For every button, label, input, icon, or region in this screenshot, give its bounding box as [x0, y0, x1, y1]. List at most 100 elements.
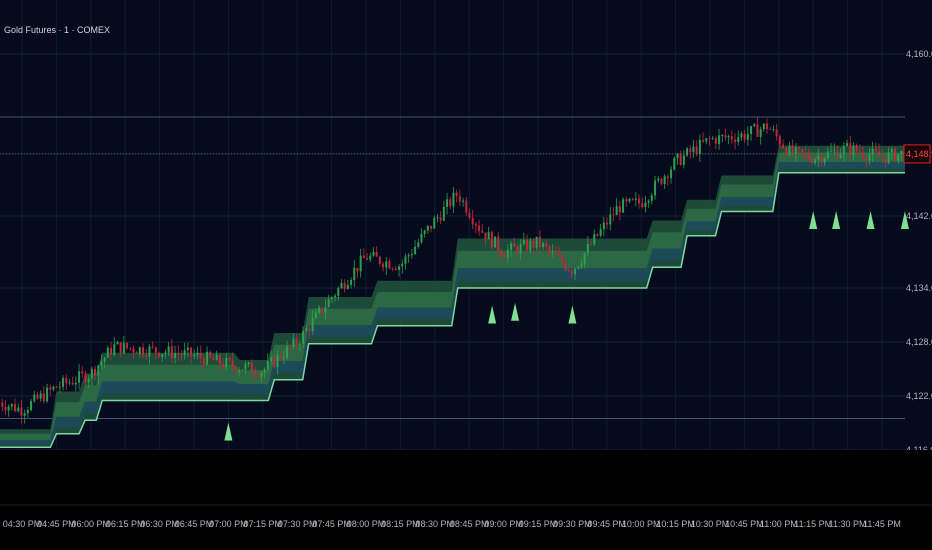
candle-up — [225, 358, 228, 367]
candle-down — [708, 138, 711, 140]
candle-up — [113, 344, 116, 355]
candle-up — [650, 195, 653, 201]
candle-up — [324, 307, 327, 313]
candle-down — [391, 268, 394, 270]
candle-up — [846, 143, 849, 147]
candle-up — [186, 347, 189, 351]
candle-up — [292, 338, 295, 347]
candle-up — [17, 407, 20, 412]
candle-down — [180, 354, 183, 356]
candle-down — [545, 243, 548, 247]
candle-down — [516, 246, 519, 254]
candle-up — [676, 153, 679, 159]
candle-up — [897, 154, 900, 162]
candle-down — [158, 352, 161, 357]
candle-up — [247, 362, 250, 365]
candle-up — [318, 307, 321, 313]
candle-down — [782, 144, 785, 149]
candle-up — [542, 243, 545, 248]
candle-up — [852, 145, 855, 155]
time-axis[interactable] — [0, 450, 932, 550]
candle-up — [535, 236, 538, 248]
time-tick-label: 10:30 PM — [691, 519, 730, 529]
price-tick-label: 4,128.0 — [906, 337, 932, 347]
candle-down — [458, 195, 461, 202]
buy-signal-icon — [568, 305, 577, 324]
candle-up — [772, 129, 775, 131]
candle-up — [868, 154, 871, 161]
candle-up — [577, 266, 580, 269]
candle-down — [689, 148, 692, 153]
candle-up — [599, 229, 602, 236]
band-fill-core — [0, 162, 905, 445]
horizontal-levels — [0, 116, 905, 419]
candle-down — [212, 357, 215, 361]
candle-up — [26, 410, 29, 414]
candle-down — [778, 136, 781, 145]
candle-up — [698, 139, 701, 155]
candle-up — [122, 342, 125, 354]
time-tick-label: 09:30 PM — [553, 519, 592, 529]
time-tick-label: 10:15 PM — [656, 519, 695, 529]
candle-down — [724, 135, 727, 138]
candle-down — [14, 404, 17, 412]
candle-up — [634, 198, 637, 200]
candle-up — [762, 123, 765, 130]
time-tick-label: 11:30 PM — [829, 519, 867, 529]
candle-down — [570, 270, 573, 275]
candle-down — [382, 263, 385, 268]
candle-up — [462, 200, 465, 202]
candle-down — [865, 157, 868, 161]
candle-up — [788, 145, 791, 156]
candle-down — [170, 346, 173, 359]
candle-up — [298, 343, 301, 345]
price-axis[interactable] — [905, 0, 932, 450]
candle-down — [110, 347, 113, 355]
last-price-box — [903, 144, 931, 164]
candle-down — [641, 203, 644, 208]
candle-down — [145, 355, 148, 357]
candle-up — [372, 251, 375, 256]
candle-down — [430, 225, 433, 229]
candle-down — [202, 358, 205, 365]
candle-down — [151, 346, 154, 348]
candle-up — [407, 255, 410, 257]
candle-up — [519, 243, 522, 254]
candle-down — [308, 328, 311, 332]
candle-down — [218, 354, 221, 364]
candle-up — [628, 198, 631, 202]
candle-down — [394, 268, 397, 270]
candle-up — [74, 382, 77, 385]
candle-down — [94, 368, 97, 376]
candle-down — [618, 206, 621, 213]
candle-up — [311, 318, 314, 332]
candle-down — [807, 153, 810, 159]
candle-up — [23, 413, 26, 416]
candle-up — [97, 365, 100, 376]
candle-up — [241, 369, 244, 371]
candle-up — [417, 242, 420, 247]
candle-up — [583, 253, 586, 264]
candle-down — [548, 246, 551, 252]
candle-up — [686, 148, 689, 156]
candle-down — [849, 143, 852, 155]
candle-down — [209, 351, 212, 358]
time-tick-label: 10:00 PM — [622, 519, 661, 529]
candle-up — [654, 180, 657, 196]
candle-up — [593, 234, 596, 245]
candle-down — [769, 129, 772, 130]
candle-up — [39, 393, 42, 399]
candle-up — [750, 126, 753, 135]
candle-up — [452, 192, 455, 207]
candle-up — [727, 136, 730, 138]
candle-up — [87, 378, 90, 383]
candle-down — [567, 269, 570, 271]
candle-down — [439, 217, 442, 221]
candle-down — [142, 347, 145, 356]
last-price-label: 4,148.9 — [906, 149, 932, 159]
candle-down — [804, 152, 807, 154]
candle-up — [337, 288, 340, 296]
candle-up — [647, 200, 650, 203]
